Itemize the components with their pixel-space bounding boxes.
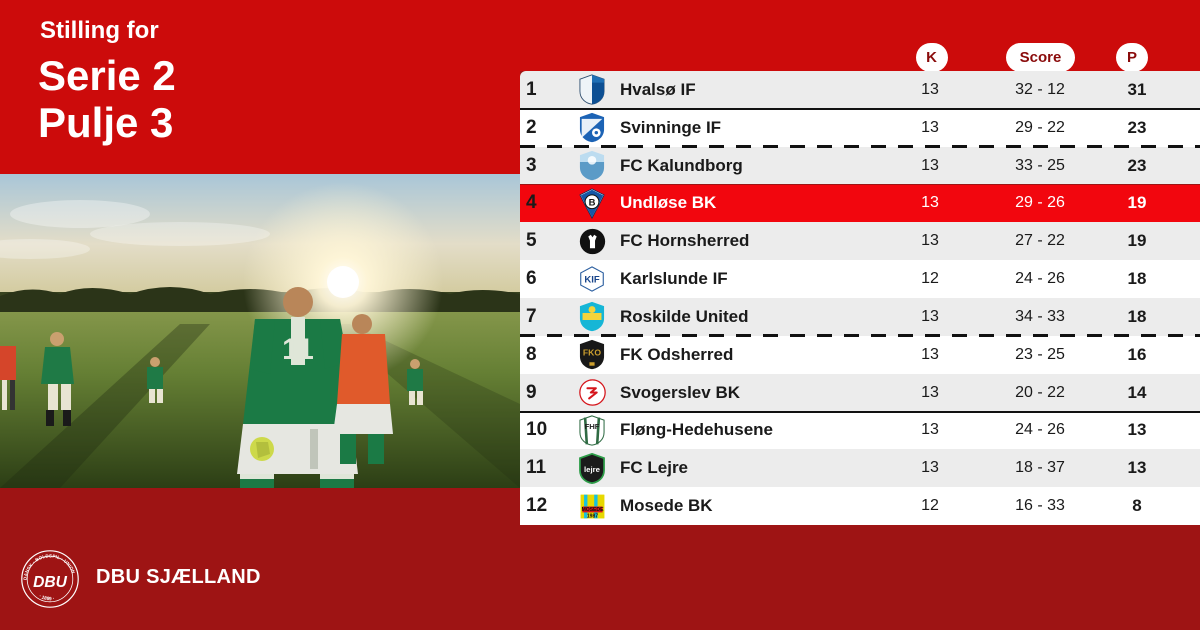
svg-text:· 1889 ·: · 1889 · [38,594,55,602]
svg-text:KIF: KIF [584,275,600,286]
svg-text:1987: 1987 [586,513,597,519]
svg-text:MOSEDE: MOSEDE [581,507,604,513]
svg-text:FKO: FKO [583,348,601,358]
svg-text:B: B [589,198,596,209]
svg-text:11: 11 [282,333,314,366]
svg-text:lejre: lejre [584,465,601,474]
svg-text:FHF: FHF [584,422,599,431]
svg-text:DBU: DBU [33,574,68,591]
